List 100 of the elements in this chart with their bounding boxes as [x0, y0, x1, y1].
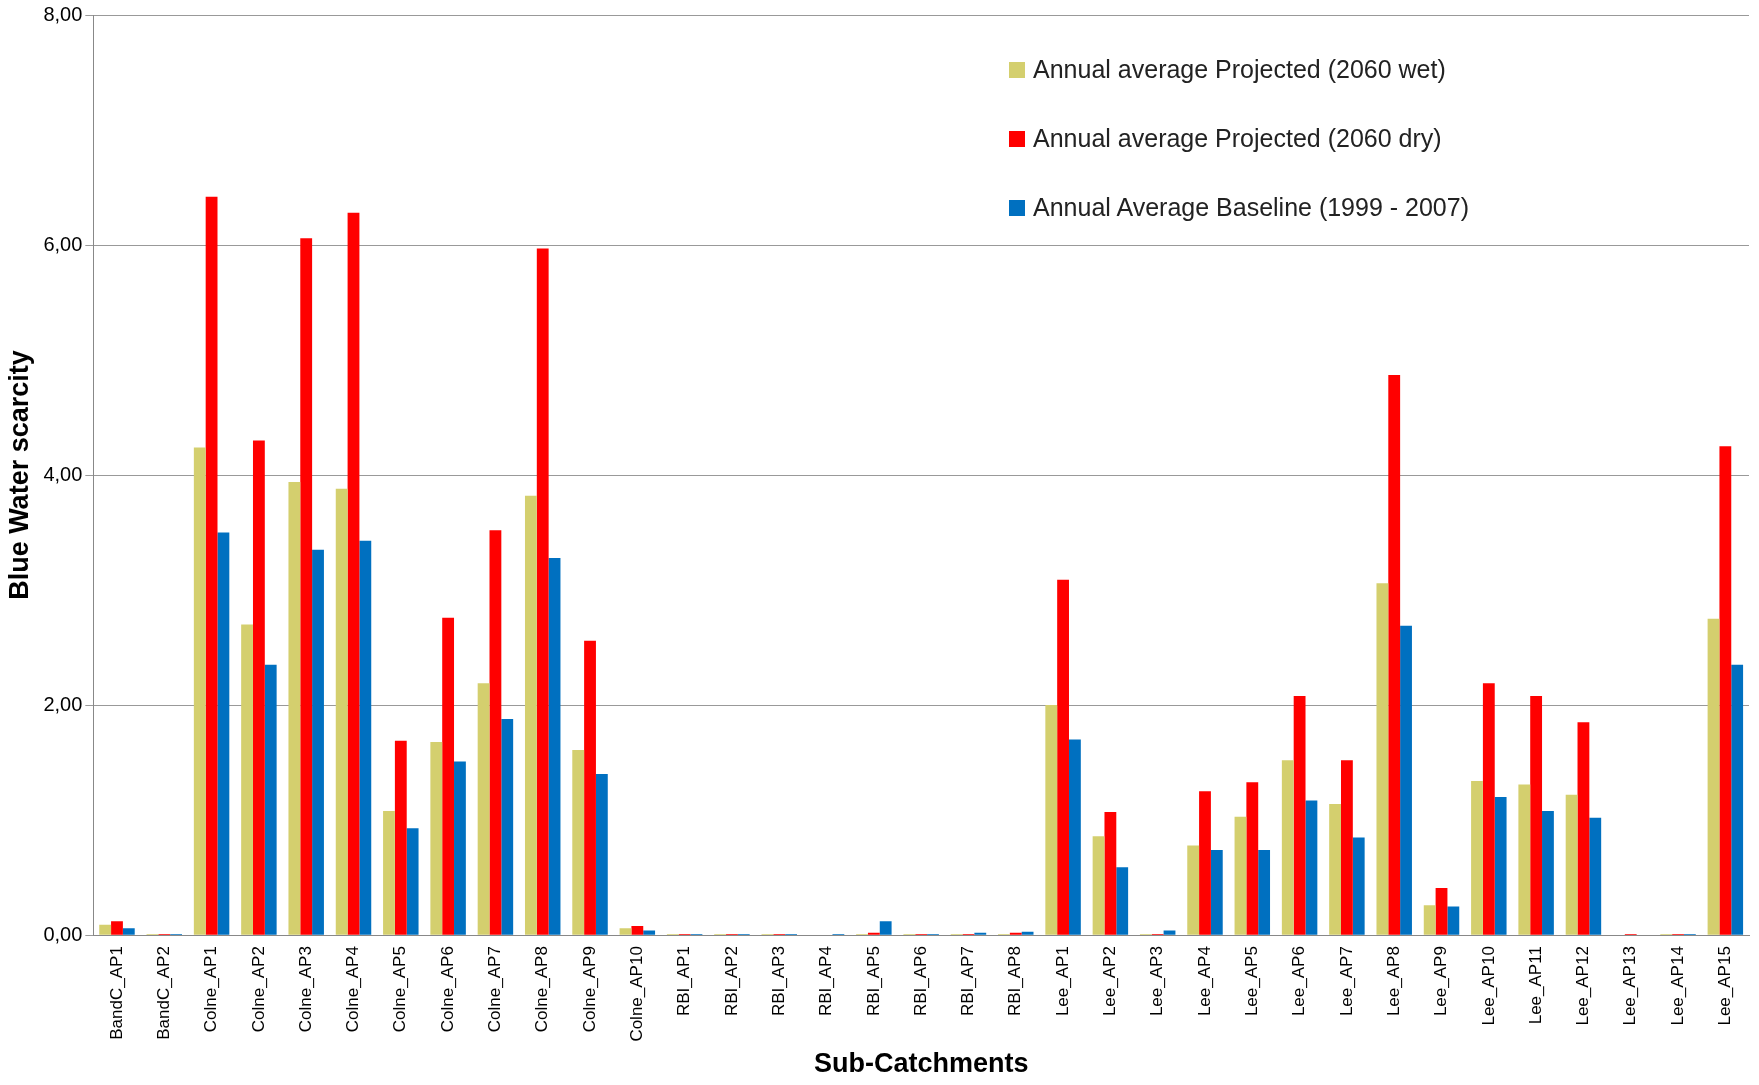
bar [1565, 794, 1578, 935]
x-tick-label: Colne_AP4 [343, 946, 363, 1033]
y-tick-label: 6,00 [43, 232, 83, 255]
bar [1731, 664, 1744, 935]
x-tick-label: RBI_AP1 [674, 946, 694, 1017]
bar [1045, 705, 1058, 935]
bar [1589, 817, 1602, 935]
x-tick-label: RBI_AP3 [768, 946, 788, 1017]
x-axis-title: Sub-Catchments [813, 1048, 1029, 1079]
bar [477, 683, 490, 935]
x-tick-label: RBI_AP6 [910, 946, 930, 1017]
x-tick-label: Colne_AP9 [579, 946, 599, 1033]
bar [1246, 782, 1259, 935]
bar [643, 930, 656, 935]
bar [252, 440, 265, 935]
bar [406, 828, 419, 935]
bar [1104, 812, 1117, 935]
bar [1388, 375, 1401, 935]
x-tick-label: Lee_AP12 [1573, 946, 1593, 1026]
bar [501, 718, 514, 935]
x-tick-label: Colne_AP2 [248, 946, 268, 1033]
bar [1092, 836, 1105, 935]
bar [122, 928, 135, 935]
bar [879, 921, 892, 935]
bar [1199, 791, 1211, 935]
x-tick-label: Lee_AP6 [1289, 946, 1309, 1017]
bar [1258, 850, 1271, 935]
bar [383, 810, 395, 935]
bar [536, 248, 549, 935]
bar [489, 530, 502, 935]
bar [524, 495, 537, 935]
bar [1376, 583, 1389, 935]
bar [1494, 797, 1507, 935]
bar [619, 928, 632, 935]
x-tick-label: BandC_AP2 [153, 946, 173, 1040]
bar [454, 761, 466, 935]
bar [1447, 906, 1460, 935]
x-tick-label: Colne_AP5 [390, 946, 410, 1033]
x-tick-label: Colne_AP6 [437, 946, 457, 1033]
bar [1400, 625, 1412, 935]
y-tick-label: 4,00 [43, 462, 83, 485]
bar [442, 617, 455, 935]
x-tick-label: Lee_AP4 [1194, 946, 1214, 1017]
x-tick-label: Lee_AP5 [1241, 946, 1261, 1017]
bar [1482, 683, 1495, 935]
bar [1707, 618, 1720, 935]
bar [111, 921, 123, 935]
bar [99, 924, 112, 935]
bar [1021, 931, 1034, 935]
bar [241, 624, 253, 935]
x-tick-label: RBI_AP4 [816, 946, 836, 1017]
x-tick-label: Colne_AP10 [627, 946, 647, 1042]
x-tick-label: Lee_AP7 [1336, 946, 1356, 1017]
bar [631, 925, 644, 935]
x-tick-label: Lee_AP14 [1667, 946, 1687, 1026]
x-tick-label: Colne_AP8 [532, 946, 552, 1033]
bar [548, 557, 561, 935]
bar [1305, 800, 1318, 935]
x-tick-label: Lee_AP13 [1620, 946, 1640, 1026]
bar [217, 532, 230, 935]
x-tick-label: Lee_AP10 [1478, 946, 1498, 1026]
bar [1293, 695, 1306, 935]
bar [1435, 887, 1448, 935]
bar [1542, 810, 1554, 935]
x-tick-label: Colne_AP7 [485, 946, 505, 1033]
x-tick-label: Lee_AP8 [1383, 946, 1403, 1017]
x-tick-label: Lee_AP11 [1525, 946, 1545, 1025]
bar [430, 741, 443, 935]
bar [1234, 816, 1247, 935]
y-tick-label: 0,00 [43, 922, 83, 945]
x-tick-label: RBI_AP5 [863, 946, 883, 1017]
bar [1163, 930, 1176, 935]
x-tick-label: BandC_AP1 [106, 946, 126, 1040]
bar [1719, 446, 1732, 935]
bar [264, 664, 277, 935]
x-tick-label: Lee_AP1 [1052, 946, 1072, 1017]
bar [300, 238, 313, 935]
legend-label: Annual Average Baseline (1999 - 2007) [1033, 193, 1469, 222]
bar [288, 481, 301, 935]
bar [394, 740, 407, 935]
y-axis-title: Blue Water scarcity [3, 350, 34, 600]
bar [312, 549, 324, 935]
legend-label: Annual average Projected (2060 wet) [1033, 55, 1446, 84]
bar [1068, 739, 1081, 935]
bar [205, 196, 218, 935]
bar [1423, 905, 1436, 935]
bar [1210, 850, 1223, 935]
bar [335, 488, 348, 935]
bar [1352, 837, 1365, 935]
bar [1530, 695, 1543, 935]
bar [1471, 781, 1483, 935]
y-tick-label: 8,00 [43, 2, 83, 25]
bar [1518, 784, 1531, 935]
bar [1577, 722, 1590, 935]
x-tick-label: Lee_AP9 [1431, 946, 1451, 1017]
bar [595, 774, 608, 935]
x-tick-label: RBI_AP7 [958, 946, 978, 1017]
bar [1057, 579, 1069, 935]
x-tick-label: Colne_AP1 [201, 946, 221, 1033]
x-tick-label: RBI_AP8 [1005, 946, 1025, 1017]
